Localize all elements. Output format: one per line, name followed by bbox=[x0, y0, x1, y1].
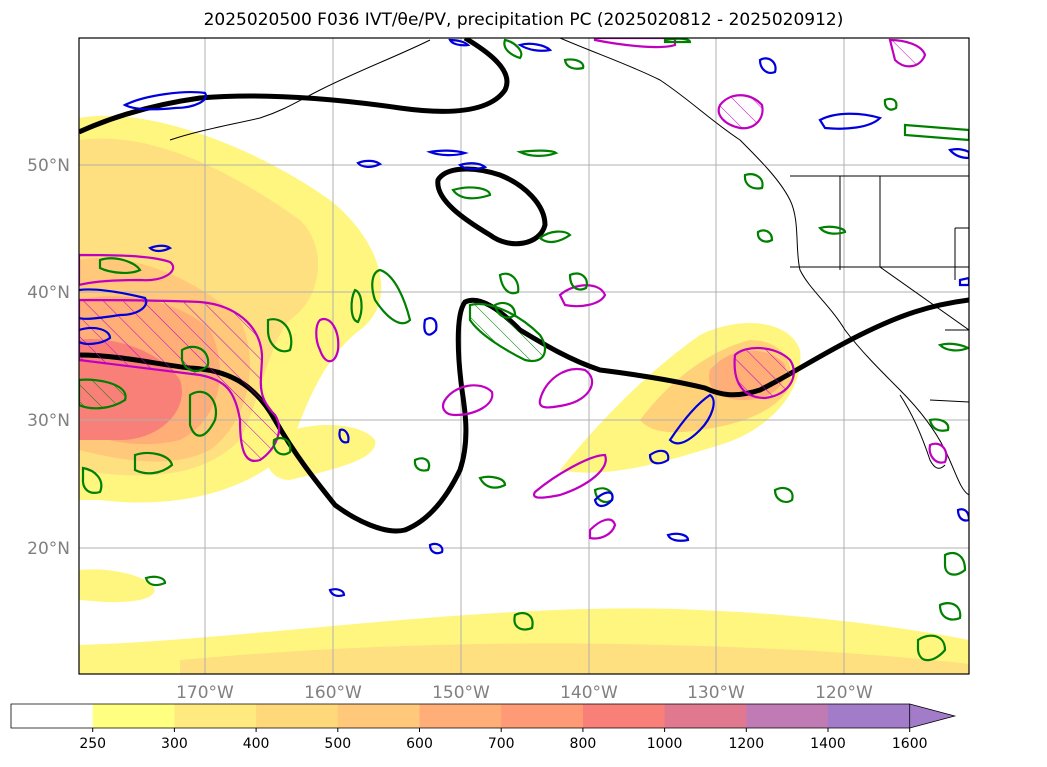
colorbar-segment bbox=[337, 704, 420, 728]
lon-label-140w: 140°W bbox=[560, 683, 618, 703]
lon-labels: 170°W 160°W 150°W 140°W 130°W 120°W bbox=[176, 683, 873, 703]
precip-positive-contours bbox=[79, 38, 969, 662]
colorbar-segment bbox=[501, 704, 584, 728]
colorbar-segment bbox=[11, 704, 94, 728]
ivt-shading bbox=[79, 115, 969, 674]
colorbar-tick-label: 800 bbox=[570, 736, 597, 752]
lat-label-40: 40°N bbox=[27, 283, 70, 303]
colorbar-outline bbox=[10, 703, 910, 729]
colorbar-tick-label: 1000 bbox=[647, 736, 683, 752]
map-panel bbox=[79, 38, 969, 674]
lat-label-20: 20°N bbox=[27, 539, 70, 559]
colorbar-segment bbox=[664, 704, 747, 728]
colorbar-tick-label: 1600 bbox=[892, 736, 928, 752]
pv-contour bbox=[79, 38, 948, 540]
colorbar-tick-label: 400 bbox=[243, 736, 270, 752]
colorbar-tick-label: 250 bbox=[79, 736, 106, 752]
colorbar-tick-label: 1200 bbox=[728, 736, 764, 752]
colorbar: 250 300 400 500 600 700 800 1000 1200 1400 1600 bbox=[10, 703, 957, 752]
colorbar-segment bbox=[256, 704, 339, 728]
precip-negative-contours bbox=[79, 38, 969, 598]
colorbar-segment bbox=[419, 704, 502, 728]
colorbar-tick-label: 300 bbox=[161, 736, 188, 752]
graticule bbox=[79, 38, 969, 674]
colorbar-tick-label: 600 bbox=[406, 736, 433, 752]
colorbar-segment bbox=[828, 704, 911, 728]
map-title: 2025020500 F036 IVT/θe/PV, precipitation… bbox=[203, 10, 844, 30]
lon-label-120w: 120°W bbox=[815, 683, 873, 703]
lat-label-30: 30°N bbox=[27, 411, 70, 431]
lon-label-170w: 170°W bbox=[176, 683, 234, 703]
colorbar-segment bbox=[582, 704, 666, 728]
lat-label-50: 50°N bbox=[27, 156, 70, 176]
lon-label-160w: 160°W bbox=[304, 683, 362, 703]
colorbar-tick-label: 500 bbox=[324, 736, 351, 752]
colorbar-segment bbox=[174, 704, 257, 728]
lon-label-150w: 150°W bbox=[432, 683, 490, 703]
colorbar-segment bbox=[746, 704, 829, 728]
colorbar-tick-label: 700 bbox=[488, 736, 515, 752]
lat-labels: 50°N 40°N 30°N 20°N bbox=[27, 156, 70, 559]
lon-label-130w: 130°W bbox=[687, 683, 745, 703]
coastline bbox=[169, 38, 969, 496]
colorbar-extend-arrow bbox=[909, 703, 957, 729]
colorbar-segment bbox=[92, 704, 175, 728]
colorbar-tick-label: 1400 bbox=[810, 736, 846, 752]
map-frame bbox=[78, 37, 970, 675]
